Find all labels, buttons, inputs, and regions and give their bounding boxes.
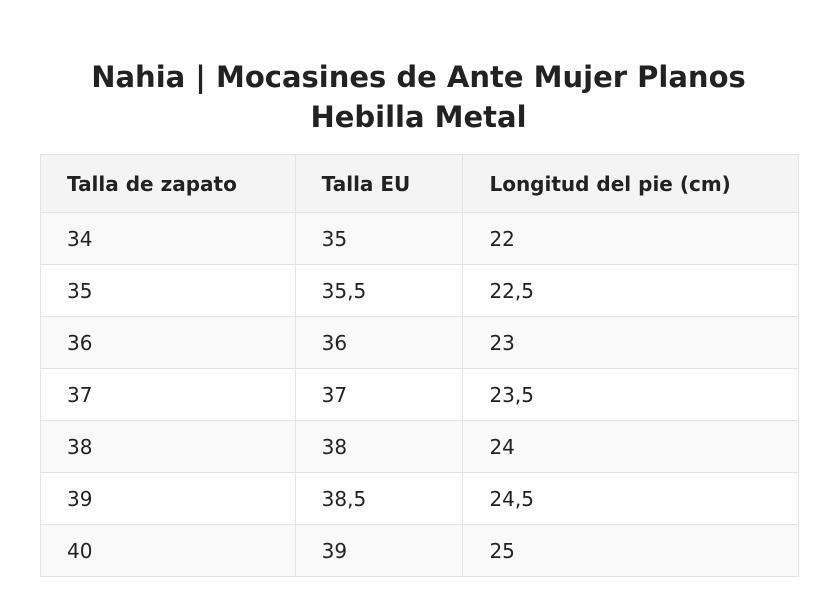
table-row: 35 35,5 22,5 — [40, 264, 799, 317]
table-row: 38 38 24 — [40, 420, 799, 473]
title-line-2: Hebilla Metal — [310, 100, 527, 135]
cell-foot-length: 22,5 — [462, 264, 799, 317]
cell-foot-length: 24,5 — [462, 472, 799, 525]
cell-eu-size: 38,5 — [294, 472, 464, 525]
header-shoe-size: Talla de zapato — [40, 154, 296, 213]
cell-shoe-size: 39 — [40, 472, 296, 525]
page-title: Nahia | Mocasines de Ante Mujer Planos H… — [0, 57, 837, 137]
cell-shoe-size: 34 — [40, 212, 296, 265]
cell-foot-length: 22 — [462, 212, 799, 265]
table-row: 37 37 23,5 — [40, 368, 799, 421]
size-table: Talla de zapato Talla EU Longitud del pi… — [40, 154, 799, 577]
table-row: 40 39 25 — [40, 524, 799, 577]
table-header-row: Talla de zapato Talla EU Longitud del pi… — [40, 154, 799, 213]
table-row: 36 36 23 — [40, 316, 799, 369]
table-row: 34 35 22 — [40, 212, 799, 265]
cell-eu-size: 38 — [294, 420, 464, 473]
cell-eu-size: 35 — [294, 212, 464, 265]
cell-shoe-size: 37 — [40, 368, 296, 421]
cell-eu-size: 39 — [294, 524, 464, 577]
cell-shoe-size: 38 — [40, 420, 296, 473]
cell-shoe-size: 40 — [40, 524, 296, 577]
cell-foot-length: 23 — [462, 316, 799, 369]
cell-eu-size: 35,5 — [294, 264, 464, 317]
header-eu-size: Talla EU — [294, 154, 464, 213]
cell-eu-size: 36 — [294, 316, 464, 369]
cell-foot-length: 23,5 — [462, 368, 799, 421]
title-line-1: Nahia | Mocasines de Ante Mujer Planos — [91, 60, 746, 95]
table-row: 39 38,5 24,5 — [40, 472, 799, 525]
cell-foot-length: 25 — [462, 524, 799, 577]
header-foot-length: Longitud del pie (cm) — [462, 154, 799, 213]
cell-foot-length: 24 — [462, 420, 799, 473]
cell-shoe-size: 35 — [40, 264, 296, 317]
cell-shoe-size: 36 — [40, 316, 296, 369]
cell-eu-size: 37 — [294, 368, 464, 421]
